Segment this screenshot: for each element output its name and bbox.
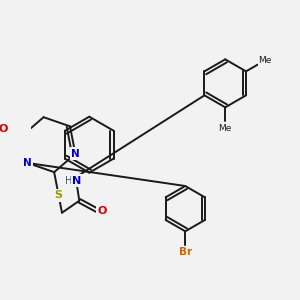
Text: N: N: [72, 176, 81, 186]
Text: O: O: [0, 124, 8, 134]
Text: H: H: [65, 176, 73, 186]
Text: Me: Me: [219, 124, 232, 133]
Text: Br: Br: [179, 247, 192, 257]
Text: S: S: [55, 190, 63, 200]
Text: N: N: [23, 158, 32, 168]
Text: N: N: [71, 149, 80, 159]
Text: O: O: [98, 206, 107, 216]
Text: Me: Me: [258, 56, 272, 65]
